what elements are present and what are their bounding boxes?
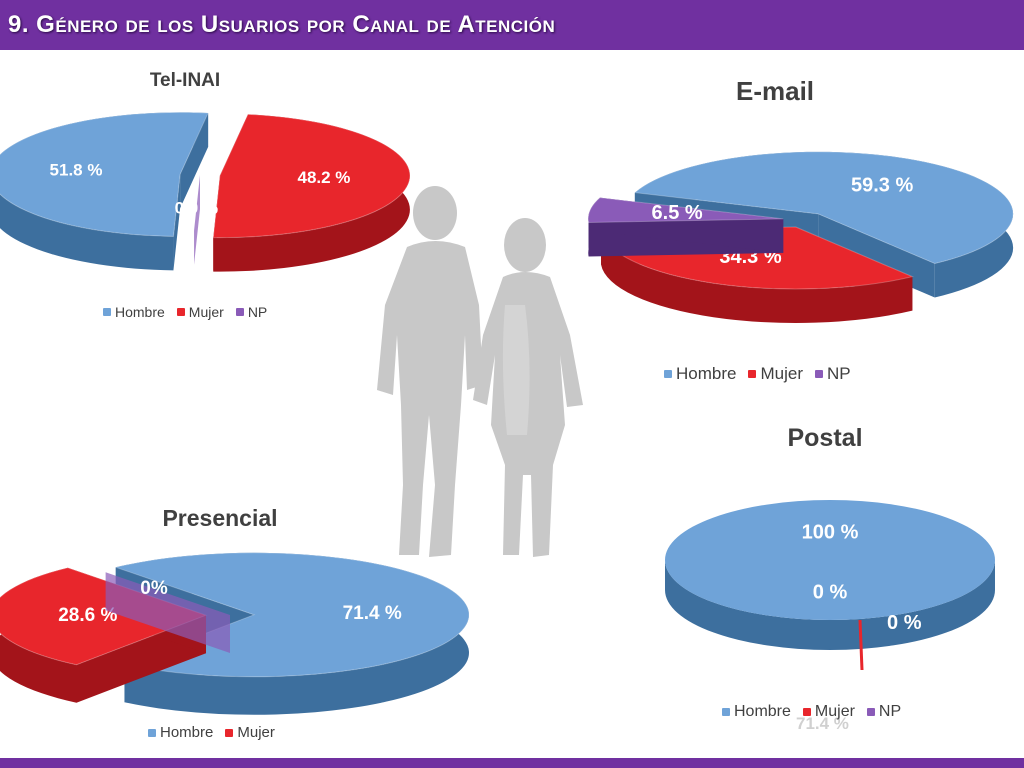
slice-zero-wall xyxy=(105,572,230,653)
legend-email: Hombre Mujer NP xyxy=(664,364,851,384)
legend-tel-inai: Hombre Mujer NP xyxy=(103,304,267,320)
hombre-swatch xyxy=(148,728,156,737)
data-label-hombre: 100 % xyxy=(802,521,859,543)
chart-title-presencial: Presencial xyxy=(162,505,278,531)
legend-label: Mujer xyxy=(188,304,224,320)
np-swatch xyxy=(235,308,244,316)
pie-slice-mujer: 0 % xyxy=(813,581,848,603)
slice-top xyxy=(665,500,995,620)
legend-label: Hombre xyxy=(115,304,165,320)
pie-slice-np: 0.0 % xyxy=(175,175,218,265)
data-label-mujer: 0 % xyxy=(813,581,848,603)
pie-slice-mujer: 48.2 % xyxy=(212,113,411,272)
data-label-hombre: 51.8 % xyxy=(50,161,103,180)
pie-slice-np: 0% xyxy=(105,572,230,653)
pie-slice-np: 6.5 % xyxy=(587,197,784,257)
pie-slice-hombre: 51.8 % xyxy=(0,111,209,271)
legend-item-hombre: Hombre xyxy=(148,724,213,741)
legend-label: Mujer xyxy=(760,364,803,383)
legend-item-np: NP xyxy=(814,364,851,384)
pie-chart-presencial: 71.4 % 28.6 % 0% xyxy=(0,552,470,715)
chart-title-postal: Postal xyxy=(787,424,863,452)
mujer-swatch xyxy=(748,370,757,378)
couple-silhouette xyxy=(377,186,583,557)
data-label-hombre: 71.4 % xyxy=(343,603,402,624)
legend-label: NP xyxy=(878,703,902,720)
title-bar: 9. Género de los Usuarios por Canal de A… xyxy=(0,0,1024,50)
slice-side xyxy=(601,230,913,323)
legend-item-np: NP xyxy=(235,304,268,320)
legend-item-hombre: Hombre xyxy=(722,703,791,721)
slice-top xyxy=(212,113,411,239)
slice-side xyxy=(665,560,995,650)
pie-chart-postal: 100 % 0 % 0 % xyxy=(665,500,995,671)
legend-label: NP xyxy=(247,304,268,320)
overlay-ghost-label: 71.4 % xyxy=(796,714,849,733)
np-swatch xyxy=(814,370,823,378)
legend-item-mujer: Mujer xyxy=(176,304,224,320)
slice-zero-marker xyxy=(858,619,864,671)
hombre-swatch xyxy=(103,308,111,316)
legend-item-np: NP xyxy=(866,703,902,721)
page-title: 9. Género de los Usuarios por Canal de A… xyxy=(8,11,556,38)
hombre-swatch xyxy=(722,708,730,716)
legend-item-mujer: Mujer xyxy=(748,364,803,384)
legend-label: NP xyxy=(826,364,851,383)
chart-title-email: E-mail xyxy=(735,76,815,106)
legend-label: Hombre xyxy=(676,364,737,383)
legend-label: Mujer xyxy=(237,724,275,741)
slice-top xyxy=(0,567,208,666)
data-label-np: 0% xyxy=(140,578,168,599)
data-label-hombre: 59.3 % xyxy=(851,175,913,197)
pie-chart-tel-inai: 51.8 % 48.2 % 0.0 % xyxy=(0,111,411,272)
data-label-np: 0.0 % xyxy=(175,199,218,218)
slice-wall xyxy=(173,174,181,271)
legend-presencial: Hombre Mujer xyxy=(148,724,275,741)
legend-label: Hombre xyxy=(160,724,214,741)
slice-top xyxy=(0,111,209,237)
legend-item-mujer: Mujer xyxy=(225,724,275,741)
hombre-swatch xyxy=(664,370,672,378)
legend-item-hombre: Hombre xyxy=(103,304,165,320)
pie-chart-email: 59.3 %34.3 %6.5 % xyxy=(587,151,1014,323)
data-label-mujer: 0 % xyxy=(887,612,922,634)
np-swatch xyxy=(866,708,875,716)
data-label-np: 6.5 % xyxy=(652,202,703,224)
mujer-swatch xyxy=(802,708,811,716)
legend-item-hombre: Hombre xyxy=(664,364,736,384)
mujer-swatch xyxy=(225,728,234,737)
legend-label: Mujer xyxy=(814,703,855,720)
pie-slice-hombre: 100 % xyxy=(665,500,995,650)
chart-title-tel-inai: Tel-INAI xyxy=(149,70,221,91)
mujer-swatch xyxy=(176,308,185,316)
data-label-mujer: 48.2 % xyxy=(298,168,351,187)
legend-item-mujer: Mujer xyxy=(802,703,855,721)
data-label-mujer: 28.6 % xyxy=(58,605,117,626)
slice-top xyxy=(587,197,784,224)
legend-label: Hombre xyxy=(734,703,791,720)
bottom-bar xyxy=(0,758,1024,768)
legend-postal: Hombre Mujer NP xyxy=(722,703,901,721)
slice-top xyxy=(633,151,1014,265)
slice-zero-wall xyxy=(194,175,200,265)
